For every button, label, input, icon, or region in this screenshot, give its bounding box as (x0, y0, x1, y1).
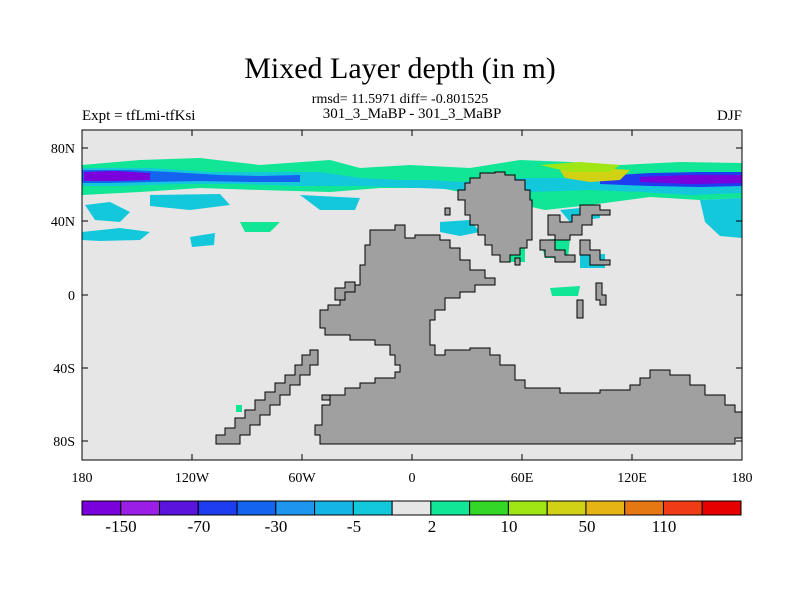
stats-text: rmsd= 11.5971 diff= -0.801525 (311, 92, 489, 107)
land-mass-island-small-5 (514, 257, 521, 266)
lon-tick-label: 60W (288, 471, 316, 486)
subtitle-row: Expt = tfLmi-tfKsi 301_3_MaBP - 301_3_Ma… (82, 106, 742, 128)
lat-tick-label: 0 (68, 289, 75, 304)
anomaly-patch-cyan-1 (85, 202, 130, 222)
anomaly-patch-green-5 (236, 405, 242, 412)
lon-tick-label: 120E (617, 471, 647, 486)
lat-tick-labels: 80N 40N 0 40S 80S (51, 142, 75, 450)
colorbar-box (624, 500, 664, 516)
colorbar-box (314, 500, 354, 516)
land-mass-island-small-4 (444, 207, 451, 216)
anomaly-patch-cyan-8 (190, 233, 215, 247)
colorbar-box (159, 500, 199, 516)
experiment-label: Expt = tfLmi-tfKsi (82, 108, 196, 124)
colorbar-label: 50 (579, 517, 596, 536)
land-mass-east-antarctica-tip (321, 394, 331, 401)
land-mass-north-asia (457, 171, 533, 263)
colorbar-label: 110 (652, 517, 677, 536)
anomaly-patch-green-1 (240, 222, 280, 232)
colorbar-label: -70 (188, 517, 211, 536)
run-comparison-label: 301_3_MaBP - 301_3_MaBP (322, 106, 502, 122)
lon-axis (81, 130, 743, 460)
colorbar-box (352, 500, 393, 516)
lat-axis (82, 147, 742, 442)
colorbar-label: -30 (265, 517, 288, 536)
colorbar-label: 2 (428, 517, 437, 536)
anomaly-patch-lime (540, 162, 620, 172)
colorbar-boxes (81, 500, 742, 516)
anomaly-band-purple-west (84, 171, 150, 181)
colorbar-box (546, 500, 587, 516)
colorbar-box (197, 500, 238, 516)
colorbar-labels: -150 -70 -30 -5 2 10 50 110 (105, 517, 676, 536)
colorbar-box (469, 500, 509, 516)
anomaly-patch-cyan-2 (150, 194, 230, 210)
lat-tick-label: 80N (51, 142, 75, 157)
colorbar-box (662, 500, 703, 516)
land-mass-main (314, 224, 743, 445)
colorbar-box (275, 500, 316, 516)
lon-tick-label: 0 (409, 471, 416, 486)
land-mass-island-small-1 (579, 239, 611, 266)
colorbar-box (120, 500, 161, 516)
land-masses (215, 171, 743, 445)
colorbar-box (701, 500, 742, 516)
anomaly-patch-green-4 (550, 286, 580, 296)
colorbar-box (236, 500, 277, 516)
land-mass-south-america (215, 349, 319, 445)
colorbar: -150 -70 -30 -5 2 10 50 110 (81, 500, 742, 536)
colorbar-box (81, 500, 122, 516)
anomaly-patch-cyan-3 (300, 195, 360, 210)
lat-tick-label: 80S (53, 435, 75, 450)
season-label: DJF (716, 108, 742, 124)
land-mass-island-southeast-asia (595, 282, 607, 306)
lat-tick-label: 40S (53, 362, 75, 377)
anomaly-patch-cyan-4 (82, 228, 150, 241)
colorbar-box (585, 500, 626, 516)
anomaly-patch-cyan-7 (700, 198, 742, 238)
colorbar-box (507, 500, 548, 516)
lon-tick-labels: 180 120W 60W 0 60E 120E 180 (72, 471, 753, 486)
lat-tick-label: 40N (51, 215, 75, 230)
colorbar-box (430, 500, 471, 516)
land-mass-island-mid-east (539, 239, 576, 263)
land-mass-island-small-2 (576, 299, 584, 319)
land-mass-island-east (547, 204, 611, 241)
anomaly-patches (82, 158, 742, 412)
colorbar-label: -5 (347, 517, 361, 536)
anomaly-band-purple-east (640, 175, 742, 184)
anomaly-band-cyan (82, 168, 742, 195)
map-title: Mixed Layer depth (in m) (244, 52, 556, 85)
lon-tick-label: 120W (175, 471, 210, 486)
lon-tick-label: 180 (732, 471, 753, 486)
colorbar-box (391, 500, 432, 516)
land-mass-island-small-3 (334, 281, 356, 301)
colorbar-label: 10 (501, 517, 518, 536)
lon-tick-label: 60E (511, 471, 534, 486)
colorbar-label: -150 (105, 517, 136, 536)
lon-tick-label: 180 (72, 471, 93, 486)
map-plot: 80N 40N 0 40S 80S 180 120W 60W 0 60E (51, 129, 753, 486)
